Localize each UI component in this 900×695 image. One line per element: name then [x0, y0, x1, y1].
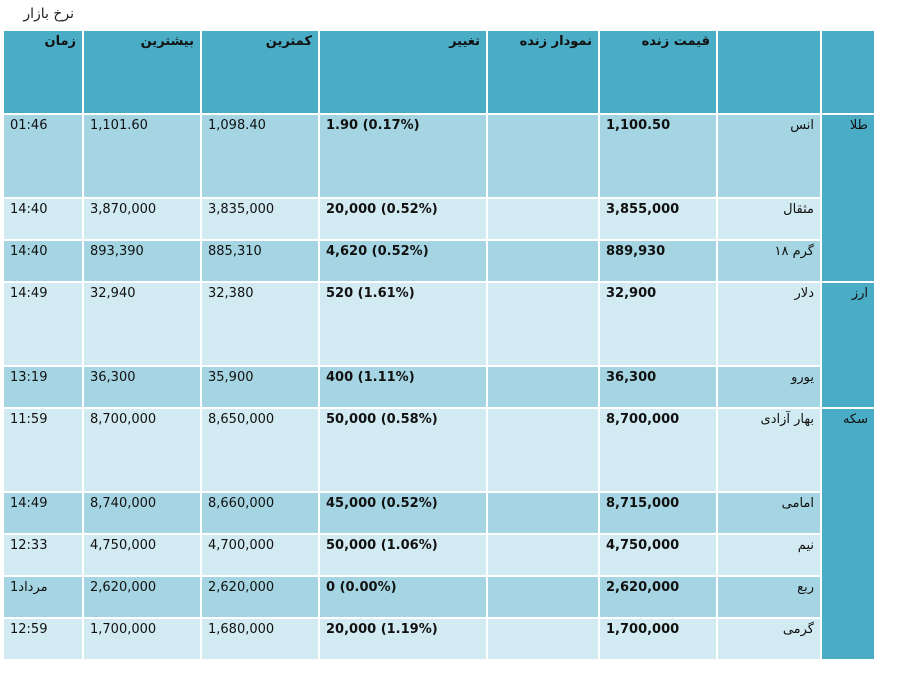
category-gold: طلا [822, 115, 874, 281]
high-value: 4,750,000 [84, 535, 200, 575]
low-value: 8,650,000 [202, 409, 318, 491]
change-value: 0 (0.00%) [320, 577, 486, 617]
time-value: 14:40 [4, 241, 82, 281]
time-value: 01:46 [4, 115, 82, 197]
time-value: 12:33 [4, 535, 82, 575]
change-value: 20,000 (0.52%) [320, 199, 486, 239]
table-row: گرم ۱۸ 889,930 4,620 (0.52%) 885,310 893… [4, 241, 874, 281]
header-low: کمترین [202, 31, 318, 113]
header-category [822, 31, 874, 113]
table-row: امامی 8,715,000 45,000 (0.52%) 8,660,000… [4, 493, 874, 533]
high-value: 893,390 [84, 241, 200, 281]
item-name: نیم [718, 535, 820, 575]
live-chart-cell [488, 241, 598, 281]
category-currency: ارز [822, 283, 874, 407]
category-coin: سکه [822, 409, 874, 659]
item-name: بهار آزادی [718, 409, 820, 491]
market-rates-table: قیمت زنده نمودار زنده تغییر کمترین بیشتر… [2, 29, 876, 661]
table-row: نیم 4,750,000 50,000 (1.06%) 4,700,000 4… [4, 535, 874, 575]
low-value: 8,660,000 [202, 493, 318, 533]
live-chart-cell [488, 199, 598, 239]
time-value: 1مرداد [4, 577, 82, 617]
header-time: زمان [4, 31, 82, 113]
page-title: نرخ بازار [23, 6, 74, 22]
low-value: 2,620,000 [202, 577, 318, 617]
live-chart-cell [488, 619, 598, 659]
time-value: 13:19 [4, 367, 82, 407]
time-value: 14:49 [4, 493, 82, 533]
item-name: دلار [718, 283, 820, 365]
time-value: 14:49 [4, 283, 82, 365]
high-value: 2,620,000 [84, 577, 200, 617]
table-row: مثقال 3,855,000 20,000 (0.52%) 3,835,000… [4, 199, 874, 239]
table-header-row: قیمت زنده نمودار زنده تغییر کمترین بیشتر… [4, 31, 874, 113]
low-value: 35,900 [202, 367, 318, 407]
item-name: مثقال [718, 199, 820, 239]
change-value: 50,000 (0.58%) [320, 409, 486, 491]
header-live-price: قیمت زنده [600, 31, 716, 113]
item-name: امامی [718, 493, 820, 533]
low-value: 1,680,000 [202, 619, 318, 659]
live-chart-cell [488, 409, 598, 491]
live-price: 889,930 [600, 241, 716, 281]
low-value: 885,310 [202, 241, 318, 281]
live-price: 8,715,000 [600, 493, 716, 533]
low-value: 3,835,000 [202, 199, 318, 239]
table-row: ربع 2,620,000 0 (0.00%) 2,620,000 2,620,… [4, 577, 874, 617]
high-value: 8,740,000 [84, 493, 200, 533]
live-chart-cell [488, 283, 598, 365]
header-change: تغییر [320, 31, 486, 113]
table-row: یورو 36,300 400 (1.11%) 35,900 36,300 13… [4, 367, 874, 407]
table-row: ارز دلار 32,900 520 (1.61%) 32,380 32,94… [4, 283, 874, 407]
item-name: گرم ۱۸ [718, 241, 820, 281]
high-value: 1,700,000 [84, 619, 200, 659]
live-price: 32,900 [600, 283, 716, 365]
live-chart-cell [488, 535, 598, 575]
live-chart-cell [488, 115, 598, 197]
live-price: 36,300 [600, 367, 716, 407]
high-value: 36,300 [84, 367, 200, 407]
live-price: 4,750,000 [600, 535, 716, 575]
live-price: 2,620,000 [600, 577, 716, 617]
table-row: سکه بهار آزادی 8,700,000 50,000 (0.58%) … [4, 409, 874, 659]
low-value: 32,380 [202, 283, 318, 365]
change-value: 45,000 (0.52%) [320, 493, 486, 533]
change-value: 400 (1.11%) [320, 367, 486, 407]
time-value: 11:59 [4, 409, 82, 491]
change-value: 4,620 (0.52%) [320, 241, 486, 281]
live-price: 3,855,000 [600, 199, 716, 239]
change-value: 520 (1.61%) [320, 283, 486, 365]
low-value: 4,700,000 [202, 535, 318, 575]
header-live-chart: نمودار زنده [488, 31, 598, 113]
table-row: طلا انس 1,100.50 1.90 (0.17%) 1,098.40 1… [4, 115, 874, 281]
high-value: 3,870,000 [84, 199, 200, 239]
item-name: ربع [718, 577, 820, 617]
time-value: 12:59 [4, 619, 82, 659]
live-price: 8,700,000 [600, 409, 716, 491]
high-value: 32,940 [84, 283, 200, 365]
low-value: 1,098.40 [202, 115, 318, 197]
live-price: 1,100.50 [600, 115, 716, 197]
live-chart-cell [488, 367, 598, 407]
high-value: 8,700,000 [84, 409, 200, 491]
header-name [718, 31, 820, 113]
item-name: یورو [718, 367, 820, 407]
change-value: 20,000 (1.19%) [320, 619, 486, 659]
live-chart-cell [488, 493, 598, 533]
item-name: انس [718, 115, 820, 197]
live-chart-cell [488, 577, 598, 617]
time-value: 14:40 [4, 199, 82, 239]
item-name: گرمی [718, 619, 820, 659]
change-value: 1.90 (0.17%) [320, 115, 486, 197]
header-high: بیشترین [84, 31, 200, 113]
live-price: 1,700,000 [600, 619, 716, 659]
table-row: گرمی 1,700,000 20,000 (1.19%) 1,680,000 … [4, 619, 874, 659]
change-value: 50,000 (1.06%) [320, 535, 486, 575]
high-value: 1,101.60 [84, 115, 200, 197]
